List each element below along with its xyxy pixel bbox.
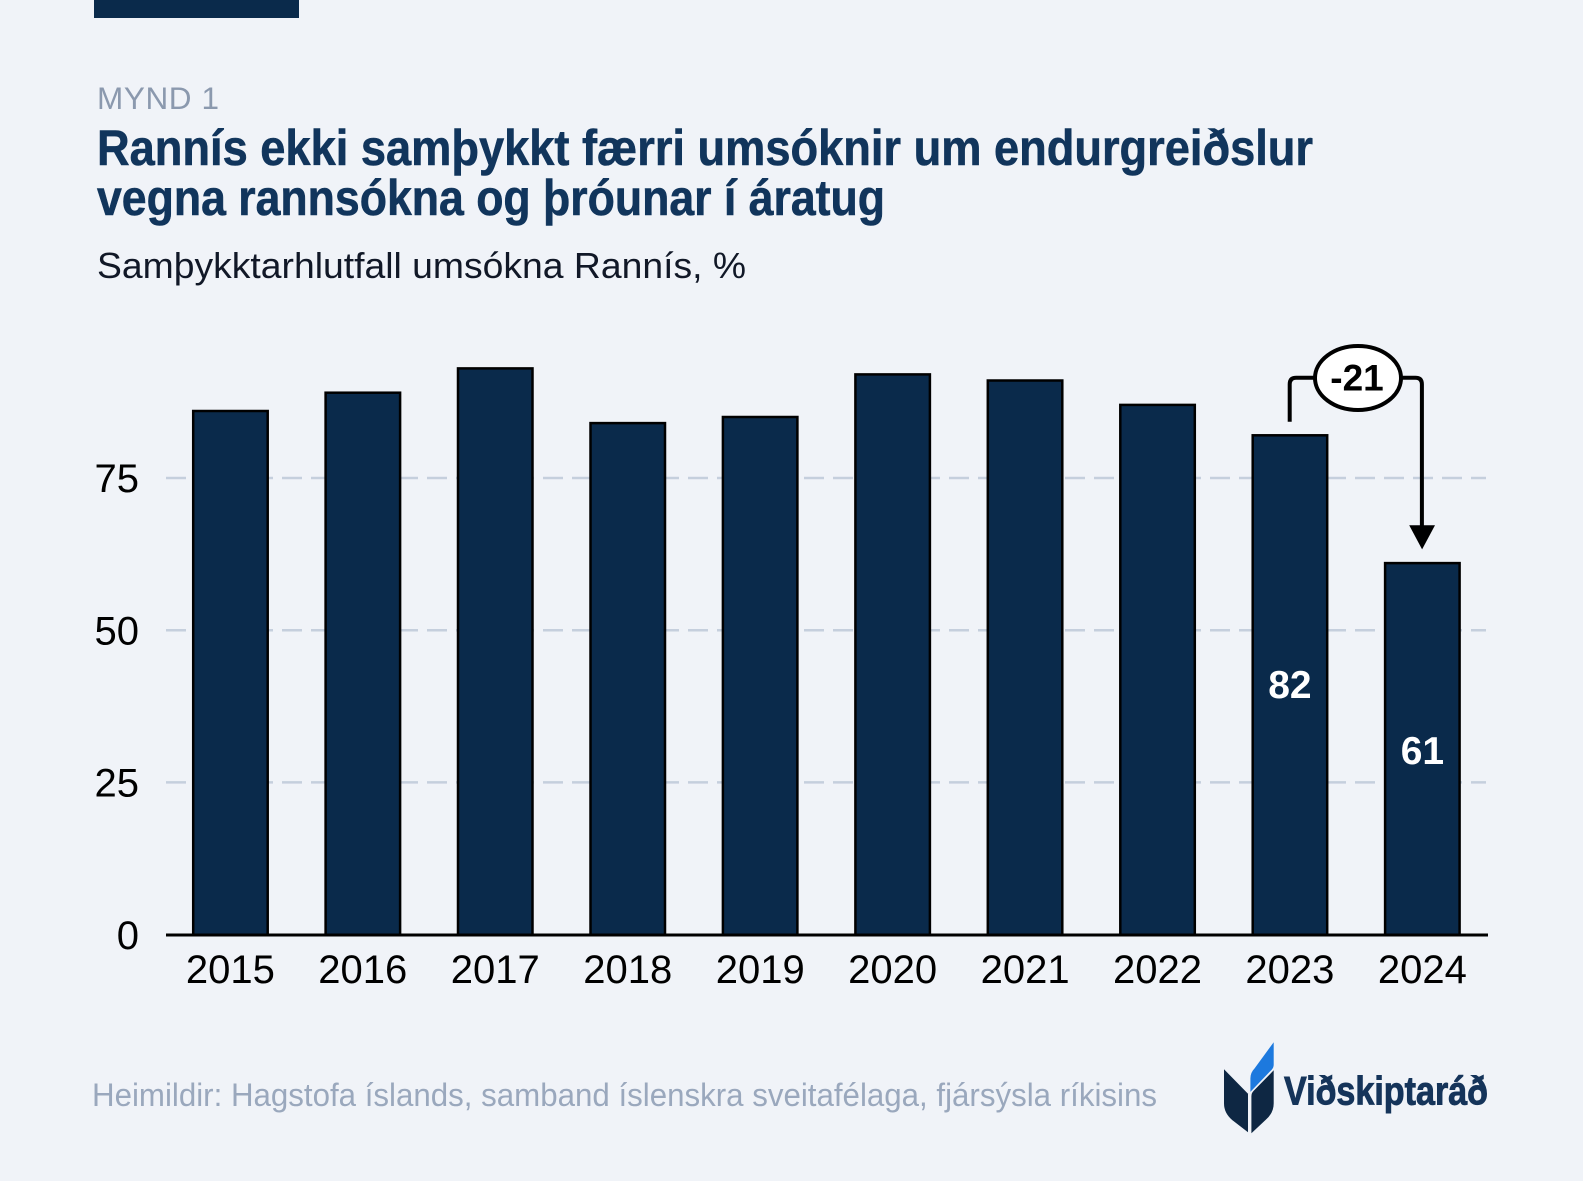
svg-text:2023: 2023 bbox=[1245, 948, 1334, 992]
svg-text:75: 75 bbox=[95, 457, 140, 501]
svg-text:2021: 2021 bbox=[981, 948, 1070, 992]
svg-text:Viðskiptaráð: Viðskiptaráð bbox=[1284, 1070, 1488, 1114]
svg-text:Samþykktarhlutfall umsókna Ran: Samþykktarhlutfall umsókna Rannís, % bbox=[97, 245, 746, 286]
svg-text:0: 0 bbox=[117, 914, 139, 958]
svg-text:Heimildir: Hagstofa íslands, s: Heimildir: Hagstofa íslands, samband ísl… bbox=[92, 1077, 1157, 1113]
svg-text:50: 50 bbox=[95, 609, 140, 653]
svg-text:Rannís ekki samþykkt færri ums: Rannís ekki samþykkt færri umsóknir um e… bbox=[97, 120, 1313, 176]
svg-text:2024: 2024 bbox=[1378, 948, 1467, 992]
svg-text:2020: 2020 bbox=[848, 948, 937, 992]
svg-text:vegna rannsókna og þróunar í á: vegna rannsókna og þróunar í áratug bbox=[97, 170, 885, 226]
svg-text:25: 25 bbox=[95, 762, 140, 806]
svg-text:61: 61 bbox=[1401, 730, 1444, 773]
svg-text:MYND 1: MYND 1 bbox=[97, 80, 220, 116]
svg-text:-21: -21 bbox=[1330, 358, 1383, 399]
svg-text:2018: 2018 bbox=[583, 948, 672, 992]
svg-text:2019: 2019 bbox=[716, 948, 805, 992]
svg-text:82: 82 bbox=[1268, 664, 1311, 707]
svg-text:2022: 2022 bbox=[1113, 948, 1202, 992]
svg-text:2015: 2015 bbox=[186, 948, 275, 992]
svg-text:2016: 2016 bbox=[318, 948, 407, 992]
svg-text:2017: 2017 bbox=[451, 948, 540, 992]
